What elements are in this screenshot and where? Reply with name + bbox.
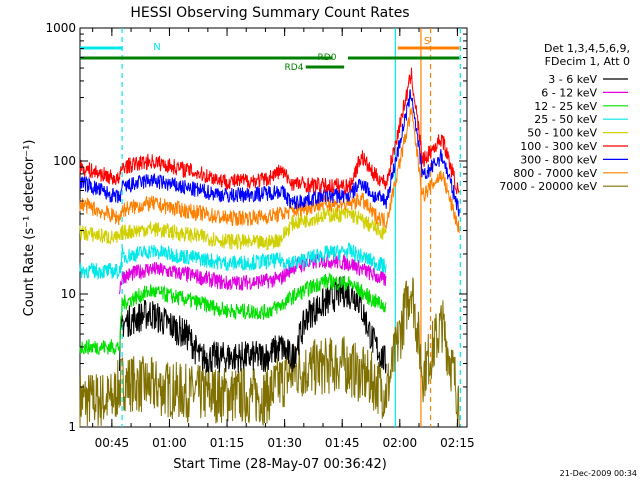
series-line-6 <box>79 89 460 217</box>
x-tick-label-0045: 00:45 <box>95 436 130 450</box>
y-tick-label-1000: 1000 <box>45 21 76 35</box>
series-line-2 <box>79 272 387 356</box>
x-tick-label-0215: 02:15 <box>440 436 475 450</box>
x-tick-label-0100: 01:00 <box>152 436 187 450</box>
x-tick-label-0145: 01:45 <box>325 436 360 450</box>
status-bar-label-n: N <box>153 42 160 53</box>
status-bar-label-s: S <box>424 36 430 47</box>
x-axis-label: Start Time (28-May-07 00:36:42) <box>173 457 387 472</box>
series-line-4 <box>79 207 387 251</box>
timestamp: 21-Dec-2009 00:34 <box>560 469 637 478</box>
x-tick-label-0115: 01:15 <box>210 436 245 450</box>
legend-label-1: 6 - 12 keV <box>541 86 597 99</box>
legend: Det 1,3,4,5,6,9, FDecim 1, Att 0 3 - 6 k… <box>499 42 630 193</box>
legend-label-4: 50 - 100 keV <box>527 127 597 140</box>
y-tick-label-100: 100 <box>53 154 76 168</box>
legend-label-2: 12 - 25 keV <box>534 100 597 113</box>
series-line-7 <box>79 107 460 233</box>
status-bar-label-rd4: RD4 <box>285 63 304 73</box>
legend-header-line-2: FDecim 1, Att 0 <box>545 55 630 68</box>
legend-label-5: 100 - 300 keV <box>520 140 597 153</box>
legend-label-3: 25 - 50 keV <box>534 113 597 126</box>
x-tick-label-0200: 02:00 <box>383 436 418 450</box>
attenuator-decimation-bars: N S RD0 RD4 <box>80 36 460 73</box>
y-tick-label-1: 1 <box>68 420 76 434</box>
legend-label-8: 7000 - 20000 keV <box>499 180 597 193</box>
series-line-1 <box>119 252 387 295</box>
status-bar-label-rd0: RD0 <box>318 53 337 63</box>
legend-label-6: 300 - 800 keV <box>520 153 597 166</box>
chart-title: HESSI Observing Summary Count Rates <box>130 5 409 21</box>
axes: 1 10 100 1000 00:45 01:00 01:15 01:30 01:45 02:00… <box>45 21 474 450</box>
series-line-0 <box>119 276 387 374</box>
y-tick-label-10: 10 <box>61 287 76 301</box>
series-line-5 <box>79 67 460 196</box>
series-line-3 <box>79 241 387 281</box>
legend-header-line-1: Det 1,3,4,5,6,9, <box>544 42 630 55</box>
x-tick-label-0130: 01:30 <box>267 436 302 450</box>
legend-label-7: 800 - 7000 keV <box>513 167 597 180</box>
legend-label-0: 3 - 6 keV <box>548 73 597 86</box>
series-lines <box>79 67 460 428</box>
series-line-8 <box>79 277 460 428</box>
y-axis-label: Count Rate (s⁻¹ detector⁻¹) <box>22 140 37 317</box>
